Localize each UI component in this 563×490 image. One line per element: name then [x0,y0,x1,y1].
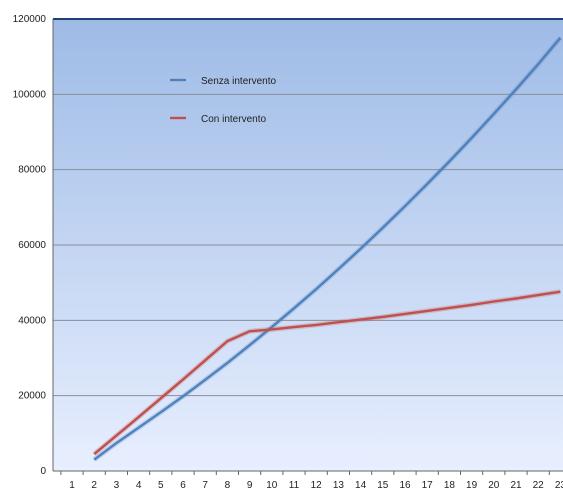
x-tick-label: 23 [555,480,563,490]
x-tick-label: 2 [91,480,97,490]
y-axis-ticks: 0 20000 40000 60000 80000 100000 120000 [13,14,47,477]
x-axis-ticks: 1234567891011121314151617181920212223 [60,471,563,490]
series-line-con-intervento [93,290,561,456]
x-tick-label: 14 [355,480,367,490]
x-tick-label: 17 [422,480,434,490]
x-tick-label: 19 [466,480,478,490]
x-tick-label: 10 [266,480,278,490]
legend-label: Con intervento [201,114,266,125]
x-tick-label: 6 [180,480,186,490]
x-tick-label: 11 [289,480,300,490]
x-tick-label: 1 [69,480,75,490]
x-tick-label: 15 [377,480,389,490]
x-tick-label: 13 [333,480,345,490]
x-tick-label: 16 [399,480,411,490]
y-tick-label: 60000 [18,240,46,251]
y-tick-label: 120000 [13,14,47,25]
x-tick-label: 9 [247,480,253,490]
x-tick-label: 3 [114,480,120,490]
y-tick-label: 40000 [18,315,46,326]
x-tick-label: 5 [158,480,164,490]
x-tick-label: 4 [136,480,142,490]
y-tick-label: 80000 [18,165,46,176]
x-tick-label: 18 [444,480,456,490]
x-tick-label: 8 [225,480,231,490]
x-tick-label: 12 [311,480,323,490]
x-tick-label: 22 [533,480,545,490]
legend: Senza intervento Con intervento [170,76,276,125]
y-tick-label: 20000 [18,391,46,402]
legend-label: Senza intervento [201,76,276,87]
gridlines [52,19,563,472]
y-tick-label: 0 [40,466,46,477]
x-tick-label: 21 [510,480,522,490]
series-lines [92,36,563,462]
x-tick-label: 7 [202,480,208,490]
series-line-senza-intervento [93,37,562,461]
y-tick-label: 100000 [13,89,47,100]
x-tick-label: 20 [488,480,500,490]
